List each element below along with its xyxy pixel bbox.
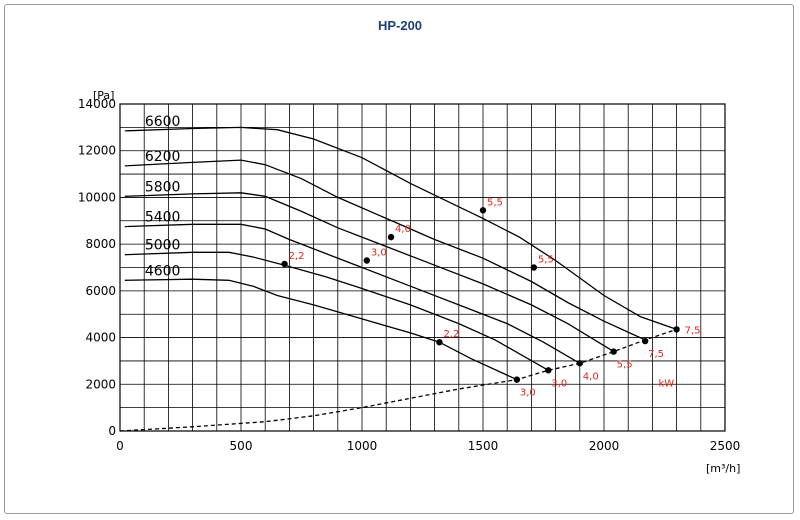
operating-point-label: 3,0 xyxy=(520,388,536,399)
power-unit-label: kW xyxy=(658,379,674,390)
y-tick-label: 4000 xyxy=(85,331,116,345)
series-label-5400: 5400 xyxy=(145,210,181,226)
operating-point-label: 2,2 xyxy=(443,329,459,340)
operating-point-marker xyxy=(479,207,487,214)
x-tick-label: 2000 xyxy=(589,439,620,453)
y-tick-label: 14000 xyxy=(78,97,116,111)
operating-point-marker xyxy=(641,337,649,345)
fan-curve-5000 xyxy=(124,251,549,371)
chart-title: HP-200 xyxy=(377,18,423,33)
x-tick-label: 2500 xyxy=(710,439,741,453)
y-tick-label: 12000 xyxy=(78,144,116,158)
fan-curve-4600 xyxy=(124,278,518,381)
y-tick-label: 6000 xyxy=(85,284,116,298)
fan-curve-6600 xyxy=(124,126,677,331)
operating-point-label: 5,5 xyxy=(617,360,633,371)
operating-point-label: 2,2 xyxy=(289,251,305,262)
x-tick-label: 0 xyxy=(116,439,124,453)
chart-frame xyxy=(4,4,794,514)
series-label-6600: 6600 xyxy=(145,114,181,130)
operating-point-marker xyxy=(363,257,371,264)
plot-area-border xyxy=(119,103,726,432)
operating-point-marker xyxy=(513,376,521,383)
series-label-4600: 4600 xyxy=(145,263,181,279)
operating-point-marker xyxy=(530,264,538,271)
x-tick-label: 1000 xyxy=(347,439,378,453)
fan-curve-6200 xyxy=(124,159,646,341)
operating-point-label: 3,0 xyxy=(371,247,387,258)
series-label-6200: 6200 xyxy=(145,149,181,165)
fan-curve-5800 xyxy=(124,192,615,353)
series-label-5800: 5800 xyxy=(145,179,181,195)
operating-point-label: 3,0 xyxy=(551,378,567,389)
operating-point-label: 4,0 xyxy=(583,371,599,382)
y-tick-label: 8000 xyxy=(85,237,116,251)
operating-point-marker xyxy=(387,233,395,241)
operating-point-label: 5,5 xyxy=(487,197,503,208)
x-tick-label: 1500 xyxy=(468,439,499,453)
y-axis-label: [Pa] xyxy=(93,89,114,102)
operating-point-marker xyxy=(436,339,443,346)
x-tick-label: 500 xyxy=(230,439,253,453)
operating-point-marker xyxy=(673,326,680,333)
y-tick-label: 2000 xyxy=(85,377,116,391)
series-label-5000: 5000 xyxy=(145,238,181,254)
operating-point-label: 5,5 xyxy=(538,255,554,266)
operating-point-marker xyxy=(545,367,552,374)
operating-point-label: 7,5 xyxy=(648,349,664,360)
operating-point-label: 7,5 xyxy=(685,325,701,336)
y-tick-label: 10000 xyxy=(78,190,116,204)
y-tick-label: 0 xyxy=(108,424,116,438)
fan-curve-5400 xyxy=(124,223,581,364)
x-axis-label: [m³/h] xyxy=(706,462,740,475)
operating-point-label: 4,0 xyxy=(395,224,411,235)
operating-point-marker xyxy=(576,360,583,367)
operating-point-marker xyxy=(281,260,288,268)
operating-point-marker xyxy=(610,348,617,355)
